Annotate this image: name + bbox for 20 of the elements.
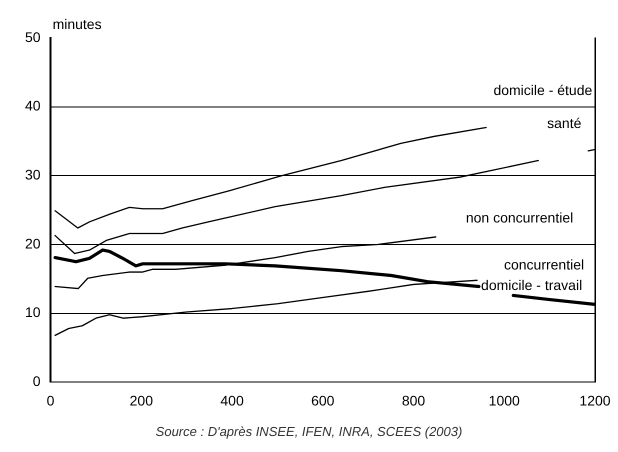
y-tick-label: 40 — [24, 98, 41, 114]
x-tick-label: 0 — [46, 392, 55, 408]
x-tick-label: 600 — [311, 392, 335, 408]
text: non concurrentiel — [466, 210, 574, 226]
source-note: Source : D'après INSEE, IFEN, INRA, SCEES (2003) — [154, 424, 464, 439]
x-tick-label: 400 — [220, 392, 244, 408]
x-tick-label: 1200 — [579, 392, 611, 408]
y-tick-label: 30 — [24, 166, 41, 183]
y-axis-title: minutes — [52, 16, 102, 32]
y-tick-label: 50 — [24, 28, 41, 45]
x-tick-label: 800 — [402, 392, 426, 408]
x-tick-label: 200 — [130, 392, 154, 408]
series-label: domicile - travail — [481, 277, 582, 294]
y-tick-label: 0 — [32, 373, 41, 390]
series-label: concurrentiel — [504, 256, 584, 273]
text: domicile - étude — [493, 82, 592, 98]
y-tick-label: 10 — [24, 304, 41, 320]
series-label: santé — [547, 114, 582, 131]
x-tick-label: 1000 — [488, 392, 520, 408]
y-tick-label: 20 — [24, 235, 41, 252]
